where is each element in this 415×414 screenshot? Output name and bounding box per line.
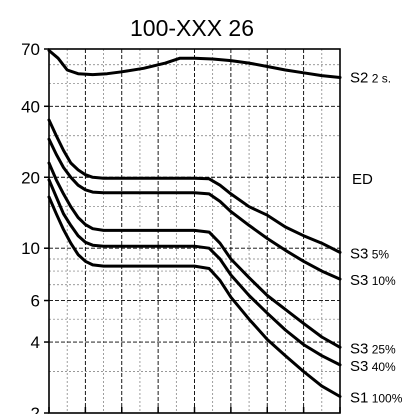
series-name-suffix: 5%: [368, 247, 389, 261]
series-line-4: [47, 178, 342, 367]
series-line-3: [47, 161, 342, 349]
series-name: S3: [350, 358, 368, 375]
series-name: S3: [350, 245, 368, 262]
series-name: S2: [350, 69, 368, 86]
series-line-5: [47, 195, 342, 398]
y-tick-label: 10: [21, 239, 40, 258]
y-tick-label: 2: [31, 404, 40, 414]
series-label-5: S1 100%: [350, 389, 403, 406]
series-label-2: S3 10%: [350, 272, 396, 289]
series-name-suffix: 40%: [368, 360, 396, 374]
chart-title: 100-XXX 26: [130, 15, 254, 41]
series-labels: S2 2 s.S3 5%S3 10%S3 25%S3 40%S1 100%: [350, 69, 403, 406]
series-label-3: S3 25%: [350, 340, 396, 357]
x-axis-ticks: 012345678: [48, 407, 341, 413]
y-tick-label: 6: [31, 292, 40, 311]
series-line-1: [47, 118, 342, 254]
series-name-suffix: 2 s.: [368, 71, 391, 85]
series-label-1: S3 5%: [350, 245, 389, 262]
series-name: S3: [350, 272, 368, 289]
series-lines: [47, 49, 342, 398]
series-name: S1: [350, 389, 368, 406]
series-label-4: S3 40%: [350, 358, 396, 375]
y-tick-label: 4: [31, 333, 40, 352]
series-label-0: S2 2 s.: [350, 69, 391, 86]
series-line-0: [47, 49, 342, 79]
y-tick-label: 40: [21, 97, 40, 116]
y-tick-label: 20: [21, 168, 40, 187]
series-name-suffix: 100%: [368, 391, 402, 405]
ed-annotation: ED: [352, 171, 373, 188]
series-name-suffix: 25%: [368, 342, 396, 356]
y-tick-label: 70: [21, 40, 40, 59]
y-axis-ticks: 2 4 6 10 20 40 70: [21, 40, 49, 414]
series-line-2: [47, 137, 342, 281]
series-name: S3: [350, 340, 368, 357]
series-name-suffix: 10%: [368, 274, 396, 288]
